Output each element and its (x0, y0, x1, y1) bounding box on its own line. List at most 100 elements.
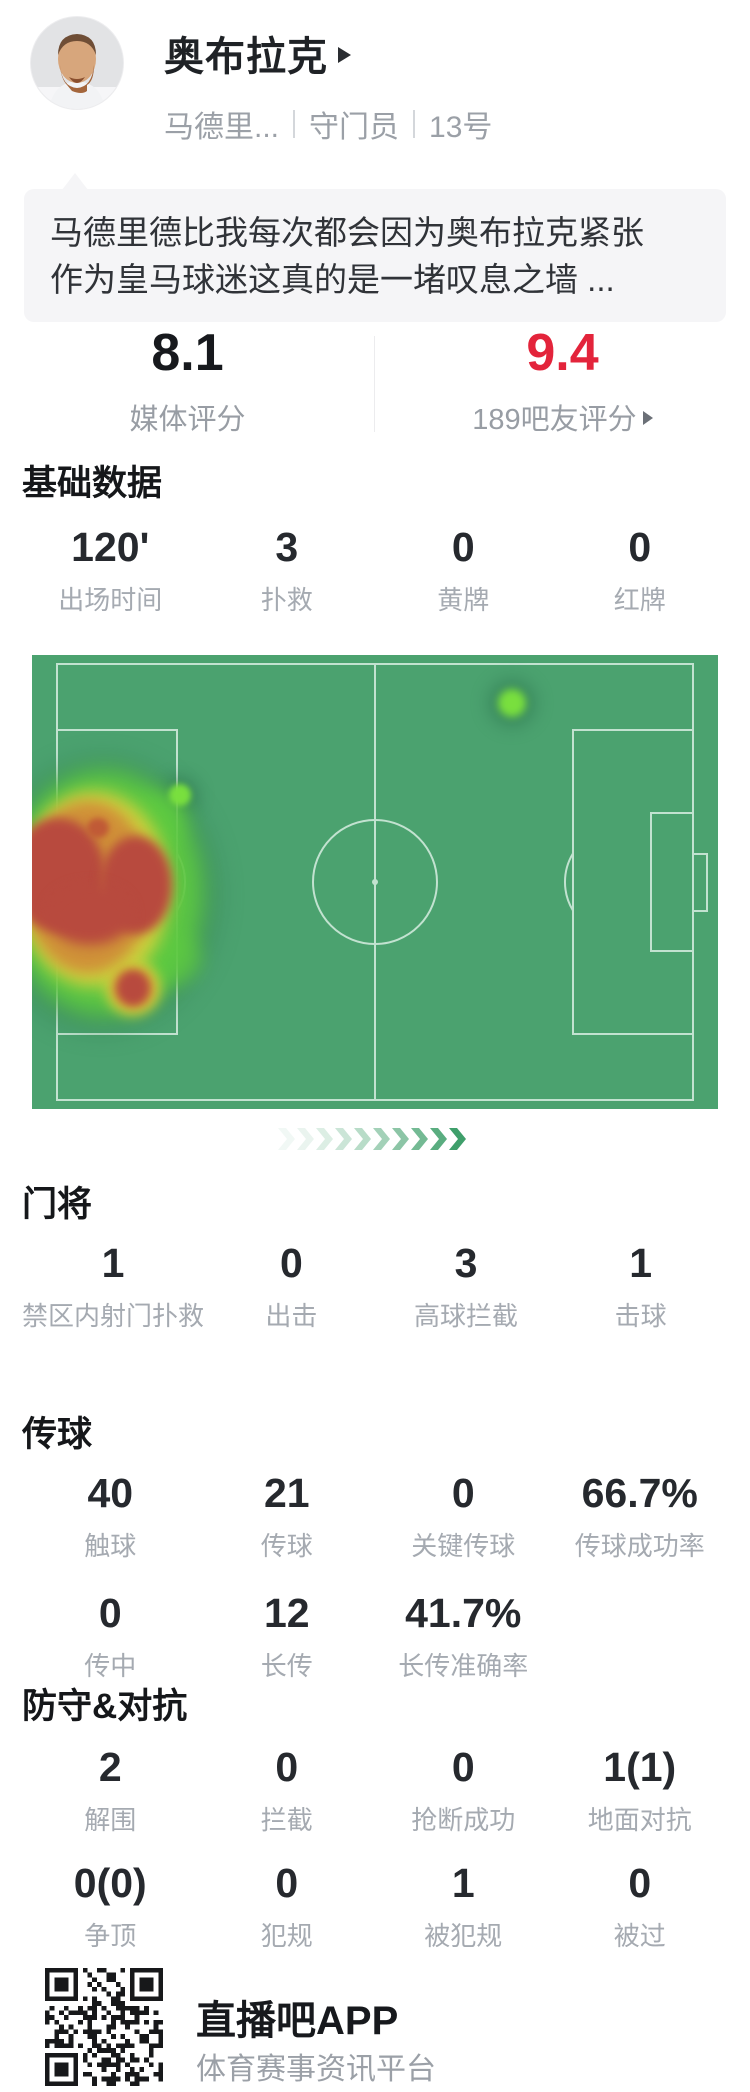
meta-divider (293, 110, 296, 138)
stat-value: 0 (628, 524, 652, 570)
stat-cell: 0 红牌 (552, 522, 729, 617)
stat-value: 120' (71, 524, 150, 570)
stat-value: 1 (451, 1860, 475, 1906)
stat-cell: 1 禁区内射门扑救 (22, 1238, 204, 1333)
stat-value: 0(0) (73, 1860, 147, 1906)
fans-rating-label: 189吧友评分 (472, 404, 637, 436)
comment-bubble[interactable]: 马德里德比我每次都会因为奥布拉克紧张 作为皇马球迷这真的是一堵叹息之墙 ... (24, 173, 726, 322)
qr-code-svg (45, 1968, 163, 2086)
stat-cell: 1 被犯规 (375, 1858, 552, 1953)
stat-value: 0 (279, 1240, 303, 1286)
defense-stats-row-1: 2 解围 0 拦截 0 抢断成功 1(1) 地面对抗 (22, 1742, 728, 1837)
stat-value: 1 (101, 1240, 125, 1286)
media-rating-label: 媒体评分 (129, 404, 246, 436)
stat-label: 红牌 (613, 585, 666, 615)
stat-value: 3 (275, 524, 299, 570)
stat-label: 传球 (260, 1531, 313, 1561)
stat-value: 0 (275, 1860, 299, 1906)
player-name-row[interactable]: 奥布拉克 (164, 28, 351, 79)
section-title-passing: 传球 (22, 1415, 93, 1454)
stat-label: 拦截 (260, 1805, 313, 1835)
player-name: 奥布拉克 (164, 35, 328, 79)
stat-cell: 0 抢断成功 (375, 1742, 552, 1837)
stat-cell: 3 高球拦截 (379, 1238, 554, 1333)
stat-label: 地面对抗 (587, 1805, 692, 1835)
passing-stats-row-1: 40 触球 21 传球 0 关键传球 66.7% 传球成功率 (22, 1468, 728, 1563)
fans-rating-value: 9.4 (526, 324, 599, 382)
stat-value: 12 (263, 1590, 310, 1636)
stat-label: 传球成功率 (574, 1531, 705, 1561)
stat-label: 黄牌 (437, 585, 490, 615)
ratings-divider (374, 336, 375, 432)
goalkeeper-stats-row: 1 禁区内射门扑救 0 出击 3 高球拦截 1 击球 (22, 1238, 728, 1333)
stat-cell: 12 长传 (199, 1588, 376, 1683)
stat-value: 3 (454, 1240, 478, 1286)
stat-label: 传中 (84, 1651, 137, 1681)
stat-cell: 1(1) 地面对抗 (552, 1742, 729, 1837)
chevron-svg (278, 1128, 466, 1150)
stat-label: 犯规 (260, 1921, 313, 1951)
comment-line-2: 作为皇马球迷这真的是一堵叹息之墙 ... (50, 261, 615, 298)
app-name: 直播吧APP (196, 1999, 399, 2043)
stat-value: 0 (275, 1744, 299, 1790)
stat-value: 0 (98, 1590, 122, 1636)
stat-cell: 0 关键传球 (375, 1468, 552, 1563)
bubble-tail (62, 173, 88, 190)
stat-value: 1 (629, 1240, 653, 1286)
expand-arrow-icon (338, 47, 351, 63)
fans-rating-arrow-icon (642, 411, 653, 425)
stat-cell: 1 击球 (553, 1238, 728, 1333)
defense-stats-row-2: 0(0) 争顶 0 犯规 1 被犯规 0 被过 (22, 1858, 728, 1953)
stat-cell-empty (552, 1588, 729, 1683)
section-title-defense: 防守&对抗 (22, 1687, 188, 1726)
stat-label: 长传准确率 (398, 1651, 529, 1681)
stat-value: 2 (98, 1744, 122, 1790)
app-description: 体育赛事资讯平台 (196, 2053, 436, 2086)
stat-label: 扑救 (260, 585, 313, 615)
media-rating: 8.1 媒体评分 (0, 322, 375, 438)
stat-value: 40 (87, 1470, 134, 1516)
stat-label: 触球 (84, 1531, 137, 1561)
stat-label: 出场时间 (58, 585, 163, 615)
stat-cell: 120' 出场时间 (22, 522, 199, 617)
qr-code (45, 1968, 163, 2086)
fans-rating[interactable]: 9.4 189吧友评分 (375, 322, 750, 438)
stat-value: 21 (263, 1470, 310, 1516)
stat-cell: 41.7% 长传准确率 (375, 1588, 552, 1683)
player-meta: 马德里... 守门员 13号 (164, 102, 492, 146)
stat-value: 66.7% (581, 1470, 698, 1516)
comment-line-1: 马德里德比我每次都会因为奥布拉克紧张 (50, 214, 644, 251)
section-title-goalkeeper: 门将 (22, 1185, 93, 1224)
stat-cell: 0 传中 (22, 1588, 199, 1683)
stat-label: 被犯规 (424, 1921, 503, 1951)
player-position: 守门员 (309, 111, 400, 144)
media-rating-value: 8.1 (151, 324, 224, 382)
stat-cell: 0 犯规 (199, 1858, 376, 1953)
stat-value: 0 (628, 1860, 652, 1906)
stat-cell: 0(0) 争顶 (22, 1858, 199, 1953)
stat-cell: 0 黄牌 (375, 522, 552, 617)
pitch-svg (0, 655, 718, 1109)
stat-value: 0 (451, 1470, 475, 1516)
stat-label: 抢断成功 (411, 1805, 516, 1835)
passing-stats-row-2: 0 传中 12 长传 41.7% 长传准确率 (22, 1588, 728, 1683)
team-name: 马德里... (164, 111, 280, 144)
stat-cell: 3 扑救 (199, 522, 376, 617)
ratings-section: 8.1 媒体评分 9.4 189吧友评分 (0, 322, 750, 447)
avatar[interactable] (30, 16, 124, 110)
heatmap-pitch (0, 655, 718, 1109)
section-title-basic: 基础数据 (22, 464, 163, 503)
stat-label: 关键传球 (411, 1531, 516, 1561)
stat-label: 击球 (614, 1301, 667, 1331)
chevron-arrows (278, 1128, 474, 1150)
stat-label: 争顶 (84, 1921, 137, 1951)
stat-cell: 2 解围 (22, 1742, 199, 1837)
stat-cell: 0 被过 (552, 1858, 729, 1953)
stat-value: 1(1) (603, 1744, 677, 1790)
meta-divider (413, 110, 416, 138)
stat-value: 0 (451, 524, 475, 570)
heatmap-layer (0, 679, 536, 1030)
avatar-photo (31, 17, 123, 109)
stat-value: 0 (451, 1744, 475, 1790)
